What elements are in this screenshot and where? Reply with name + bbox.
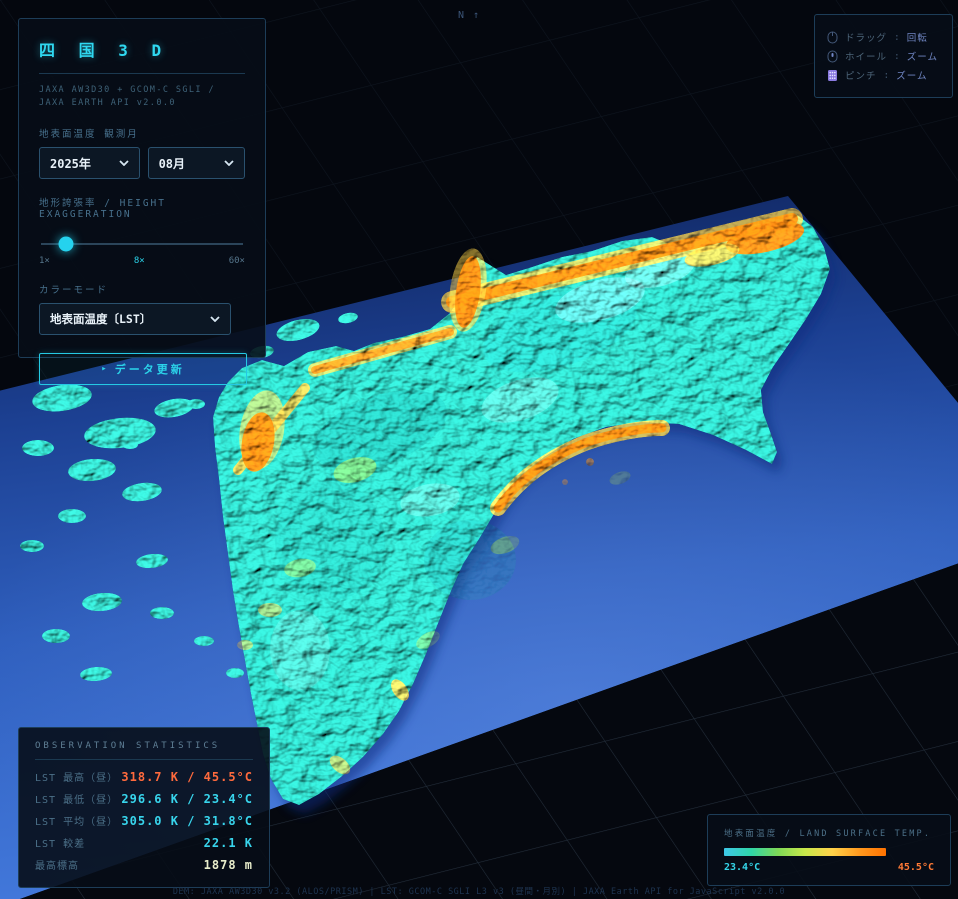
year-select[interactable]: 2025年 (39, 147, 140, 180)
exaggeration-slider-labels: 1× 8× 60× (39, 256, 245, 266)
pinch-grid-icon (827, 69, 838, 82)
data-source-subtitle: JAXA AW3D30 + GCOM-C SGLI / JAXA EARTH A… (39, 85, 215, 109)
divider (35, 759, 253, 760)
stat-row-lst-range: LST 較差 22.1 K (35, 836, 253, 850)
color-mode-select[interactable]: 地表面温度〔LST〕 (39, 303, 231, 336)
year-select-value: 2025年 (50, 156, 91, 171)
chevron-down-icon (224, 160, 234, 167)
compass-n-label: N (458, 10, 474, 21)
height-exaggeration-label: 地形誇張率 / HEIGHT EXAGGERATION (39, 198, 166, 221)
chevron-down-icon (118, 160, 129, 167)
color-mode-select-value: 地表面温度〔LST〕 (50, 312, 152, 327)
update-data-button-label: データ更新 (114, 363, 185, 377)
mouse-drag-icon (827, 31, 838, 44)
stats-title: OBSERVATION STATISTICS (35, 741, 221, 751)
control-panel: 四 国 3 D JAXA AW3D30 + GCOM-C SGLI / JAXA… (18, 18, 266, 386)
observation-statistics-panel: OBSERVATION STATISTICS LST 最高（昼） 318.7 K… (18, 727, 270, 888)
observation-month-label: 地表面温度 観測月 (39, 129, 139, 141)
hot-coastal-blobs (237, 221, 805, 775)
temperature-legend-panel: 地表面温度 / LAND SURFACE TEMP. 23.4°C 45.5°C (707, 814, 951, 886)
terrain-shade-patches (258, 251, 696, 690)
stat-row-lst-min: LST 最低（昼） 296.6 K / 23.4°C (35, 792, 253, 806)
month-select[interactable]: 08月 (147, 147, 245, 180)
help-row-wheel: ホイール : ズーム (827, 49, 940, 63)
divider (39, 73, 245, 74)
hot-coastal-zones (233, 208, 803, 516)
exaggeration-slider-thumb[interactable] (58, 236, 74, 252)
compass-arrow-icon: ↑ (473, 10, 489, 21)
island-terrain (20, 208, 830, 805)
help-row-drag: ドラッグ : 回転 (827, 30, 940, 44)
help-panel: ドラッグ : 回転 ホイール : ズーム ピンチ : ズーム (814, 14, 953, 98)
month-select-value: 08月 (158, 156, 186, 171)
play-icon: ▸ (101, 364, 107, 375)
legend-max-value: 45.5°C (897, 862, 934, 873)
help-row-pinch: ピンチ : ズーム (827, 68, 940, 82)
stat-row-lst-mean: LST 平均（昼） 305.0 K / 31.8°C (35, 814, 253, 828)
color-mode-label: カラーモード (39, 285, 109, 297)
slider-max-label: 60× (228, 256, 245, 267)
slider-current-label: 8× (133, 256, 145, 267)
chevron-down-icon (210, 316, 220, 323)
mouse-wheel-icon (827, 50, 838, 63)
compass-north-indicator: N↑ (458, 10, 488, 21)
stat-row-max-elevation: 最高標高 1878 m (35, 858, 253, 872)
exaggeration-slider-track[interactable] (41, 243, 243, 246)
attribution-text: DEM: JAXA AW3D30 v3.2 (ALOS/PRISM) | LST… (172, 887, 786, 897)
temperature-gradient-bar (724, 848, 886, 856)
exaggeration-slider[interactable] (39, 234, 245, 254)
legend-title: 地表面温度 / LAND SURFACE TEMP. (724, 829, 932, 839)
legend-labels: 23.4°C 45.5°C (724, 862, 934, 873)
stat-row-lst-max: LST 最高（昼） 318.7 K / 45.5°C (35, 770, 253, 784)
legend-min-value: 23.4°C (724, 862, 761, 873)
update-data-button[interactable]: ▸ データ更新 (39, 353, 247, 386)
page-title: 四 国 3 D (39, 41, 169, 60)
slider-min-label: 1× (39, 256, 50, 267)
